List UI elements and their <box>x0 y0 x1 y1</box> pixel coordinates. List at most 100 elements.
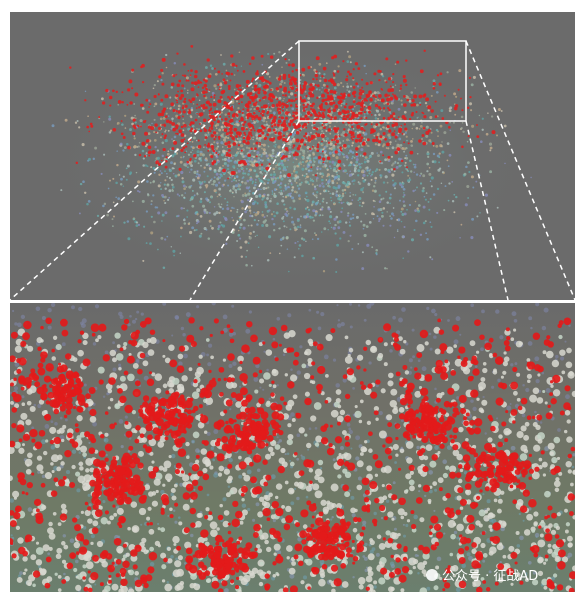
point <box>322 157 326 161</box>
point <box>363 105 366 108</box>
point <box>109 104 112 107</box>
point <box>406 139 408 142</box>
point <box>198 234 202 238</box>
point <box>290 412 295 417</box>
point <box>195 146 198 148</box>
point <box>234 184 238 188</box>
point <box>305 199 307 201</box>
point <box>368 361 372 365</box>
point <box>468 76 471 79</box>
point <box>396 230 399 232</box>
point <box>192 125 195 128</box>
point <box>71 449 77 454</box>
point <box>367 182 371 186</box>
point <box>370 151 374 155</box>
point <box>341 96 345 100</box>
point <box>63 572 66 576</box>
point <box>489 170 493 174</box>
point <box>61 438 65 443</box>
point <box>529 394 538 403</box>
point <box>382 181 386 184</box>
point <box>461 109 464 112</box>
point <box>280 116 285 120</box>
point <box>235 100 239 103</box>
point <box>277 136 282 140</box>
point <box>294 487 297 490</box>
point <box>326 85 329 88</box>
detail-points <box>10 303 575 592</box>
point <box>435 128 439 132</box>
point <box>290 136 293 139</box>
point <box>289 194 292 197</box>
point <box>343 105 347 109</box>
point <box>312 157 315 160</box>
point <box>180 156 183 159</box>
point <box>358 96 362 100</box>
point <box>263 350 266 353</box>
point <box>429 489 433 494</box>
point <box>419 125 423 128</box>
point <box>433 160 437 164</box>
point <box>355 456 360 461</box>
point <box>406 98 409 102</box>
point <box>265 223 269 227</box>
point <box>222 215 225 218</box>
point <box>313 68 317 72</box>
point <box>306 215 310 218</box>
point <box>221 73 223 75</box>
point <box>398 336 403 341</box>
point <box>276 123 280 127</box>
point <box>271 217 274 221</box>
point <box>211 67 214 70</box>
point <box>203 430 208 434</box>
point <box>227 95 230 99</box>
point <box>118 174 121 176</box>
point <box>359 107 364 112</box>
point <box>231 62 236 67</box>
point <box>129 171 133 175</box>
point <box>539 421 543 424</box>
point <box>242 169 245 172</box>
point <box>215 107 219 111</box>
point <box>358 204 361 207</box>
point <box>299 226 302 229</box>
point <box>287 313 292 318</box>
point <box>103 439 107 442</box>
point <box>391 164 394 167</box>
point <box>335 271 338 273</box>
point <box>179 235 182 238</box>
point <box>265 166 270 171</box>
point <box>537 438 543 444</box>
point <box>149 103 152 106</box>
point <box>300 454 303 457</box>
point <box>383 102 386 105</box>
point <box>454 113 457 116</box>
point <box>351 155 354 158</box>
point <box>160 159 163 162</box>
point <box>245 159 249 163</box>
point <box>210 439 217 447</box>
point <box>378 194 381 197</box>
point <box>293 99 296 102</box>
point <box>261 166 264 169</box>
point <box>276 436 279 439</box>
point <box>333 163 337 166</box>
point <box>204 106 208 110</box>
point <box>244 240 248 244</box>
point <box>408 99 412 103</box>
point <box>171 117 174 121</box>
point <box>388 196 392 200</box>
point <box>362 191 364 193</box>
point <box>400 99 403 102</box>
point <box>64 118 68 122</box>
point <box>122 345 127 350</box>
point <box>379 160 382 163</box>
point <box>253 96 257 100</box>
point <box>240 126 245 131</box>
point <box>266 133 270 137</box>
point <box>364 542 368 547</box>
point <box>325 201 328 204</box>
point <box>398 129 402 134</box>
point <box>345 183 349 187</box>
point <box>471 571 480 580</box>
